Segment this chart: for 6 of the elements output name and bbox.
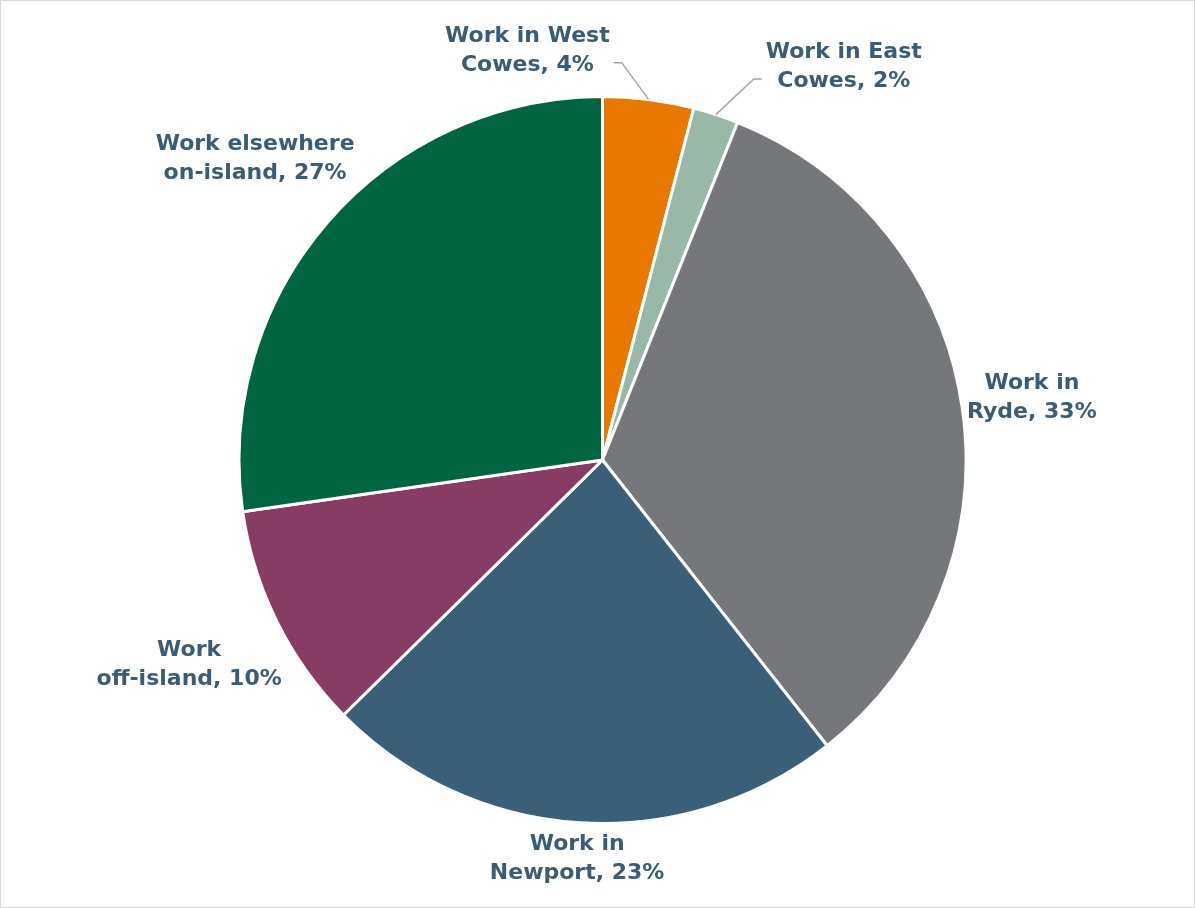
slice-label: Work in West Cowes, 4% xyxy=(445,21,611,76)
slice-label: Work elsewhere on-island, 27% xyxy=(155,130,355,185)
slice-label: Work off-island, 10% xyxy=(96,636,282,691)
slice-label: Work in Newport, 23% xyxy=(489,830,665,885)
slice-label: Work in Ryde, 33% xyxy=(967,369,1097,424)
slice-label: Work in East Cowes, 2% xyxy=(765,38,923,93)
